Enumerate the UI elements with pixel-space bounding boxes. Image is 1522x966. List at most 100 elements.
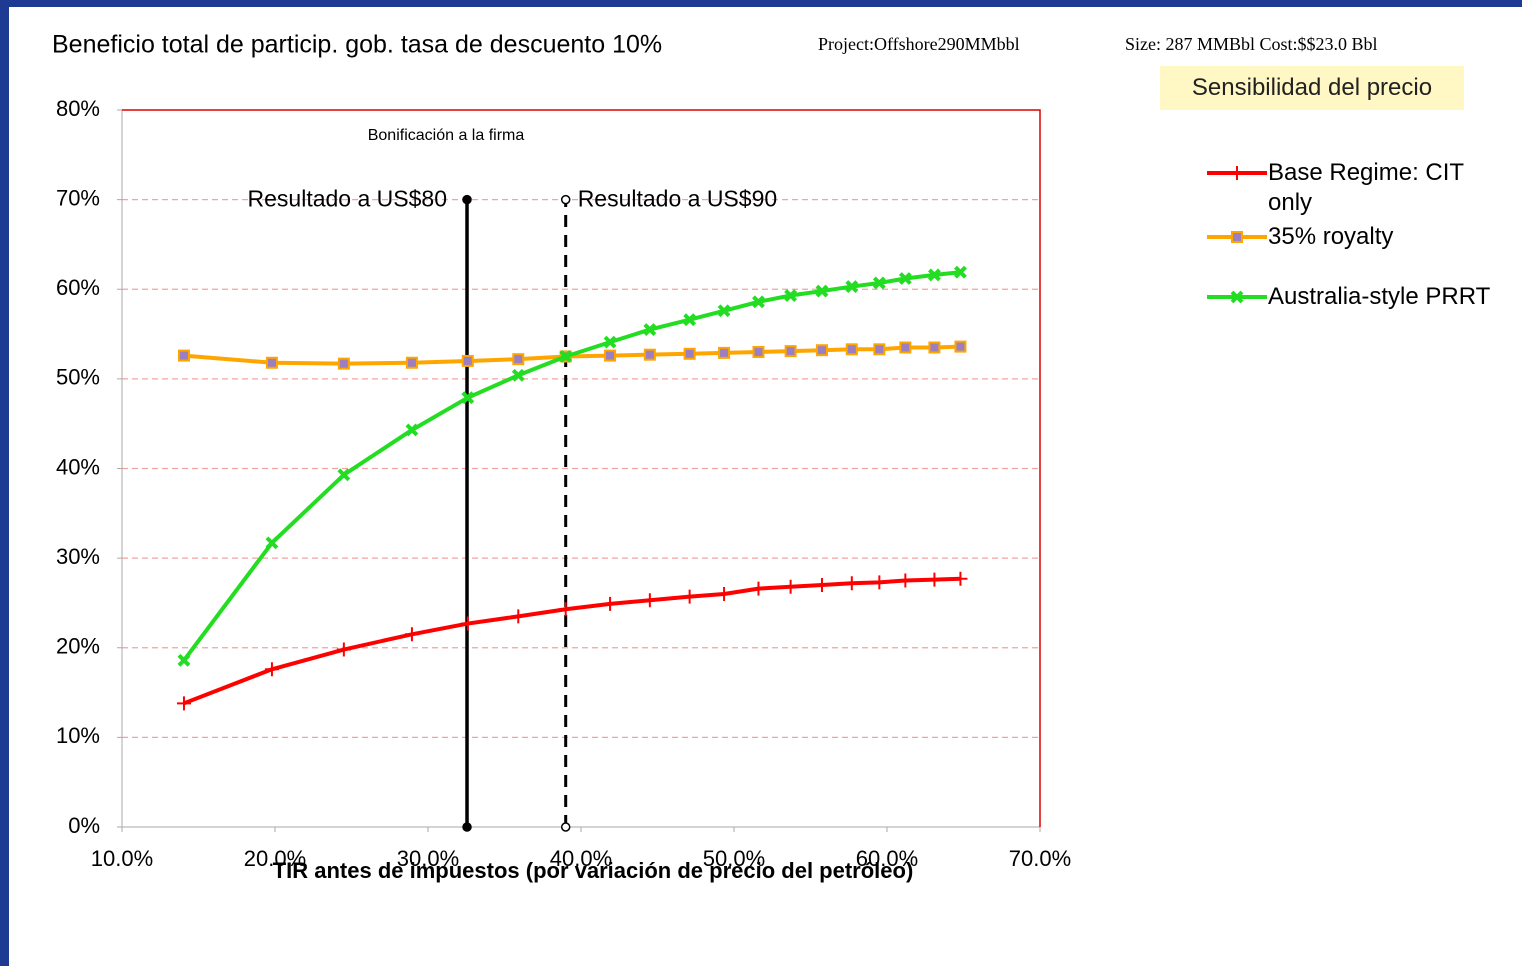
marker [265,356,278,369]
marker [460,616,475,631]
y-tick-label: 0% [68,813,100,838]
y-tick-label: 10% [56,723,100,748]
marker [603,335,617,349]
marker [558,602,573,617]
y-tick-label: 30% [56,544,100,569]
x-tick-label: 70.0% [1009,846,1071,871]
marker [642,593,657,608]
legend-label: Australia-style PRRT [1268,283,1491,310]
x-tick-label: 50.0% [703,846,765,871]
x-axis-label: TIR antes de impuestos (por variación de… [273,858,914,883]
marker [336,642,351,657]
marker [844,576,859,591]
marker [899,341,912,354]
box-label: Sensibilidad del precio [1160,66,1464,110]
chart-title: Beneficio total de particip. gob. tasa d… [52,31,662,59]
marker [1231,231,1243,243]
marker [928,268,941,282]
marker [1230,290,1244,304]
marker [604,349,617,362]
marker [603,596,618,611]
marker [511,368,525,382]
marker [405,356,418,369]
marker [954,340,967,353]
marker [717,586,732,601]
y-tick-label: 20% [56,634,100,659]
marker [898,573,913,588]
marker [337,357,350,370]
marker [845,280,859,293]
marker [512,353,525,366]
y-tick-label: 80% [56,96,100,121]
marker [814,578,829,593]
marker [559,350,573,363]
marker [784,345,797,358]
marker [264,662,279,677]
marker [783,579,798,594]
marker [643,348,656,361]
legend-swatch [1207,290,1267,304]
marker [752,345,765,358]
marker [751,581,766,596]
background [9,7,1522,966]
marker [718,346,731,359]
marker [815,344,828,357]
subtitle: Project:Offshore290MMbbl [818,34,1020,54]
annotation: Bonificación a la firma [368,127,525,144]
legend-entry: Australia-style PRRT [1205,282,1493,312]
marker [404,627,419,642]
legend-swatch [1207,166,1267,180]
legend-entry: Base Regime: CIT only [1205,158,1493,222]
legend-swatch [1207,231,1267,243]
marker [717,304,731,318]
marker [898,272,912,285]
marker [337,468,351,482]
marker [405,423,419,437]
marker [511,609,526,624]
reference-end [560,822,571,832]
legend-label: 35% royalty [1268,223,1394,250]
reference-end [462,822,472,832]
marker [872,276,886,290]
reference-end [462,194,472,205]
marker [1230,166,1244,180]
plot-area: 0% 10% 20% 30% 40% 50% 60% 70% 80% 10.0% 20.0% 30.0… [56,96,1071,883]
marker [643,323,657,336]
y-tick-label: 50% [56,365,100,390]
reference-label: Resultado a US$80 [248,186,447,212]
marker [928,341,941,354]
marker [177,349,190,362]
marker [845,343,858,356]
marker [784,289,798,302]
reference-end [560,194,571,205]
plot-frame [122,109,1041,827]
marker [461,391,475,405]
y-tick-label: 60% [56,275,100,300]
marker [752,295,765,309]
marker [683,313,697,327]
x-tick-label: 60.0% [856,846,918,871]
x-tick-label: 30.0% [397,846,459,871]
marker [953,571,968,586]
marker [954,265,967,279]
marker [683,347,696,360]
marker [265,536,279,550]
y-tick-label: 70% [56,185,100,210]
y-tick-label: 40% [56,454,100,479]
marker [461,354,474,367]
marker [177,653,191,667]
marker [815,284,829,298]
marker [927,572,942,587]
marker [872,575,887,590]
x-tick-label: 20.0% [244,846,306,871]
marker [682,589,697,604]
x-tick-label: 10.0% [91,846,153,871]
legend-label: Base Regime: CIT only [1268,159,1464,216]
x-tick-label: 40.0% [550,846,612,871]
legend: Base Regime: CIT only 35% royalty Australi… [1205,158,1493,312]
marker [176,696,191,711]
subtitle: Size: 287 MMBbl Cost:$$23.0 Bbl [1125,34,1378,54]
legend-entry: 35% royalty [1205,222,1493,282]
